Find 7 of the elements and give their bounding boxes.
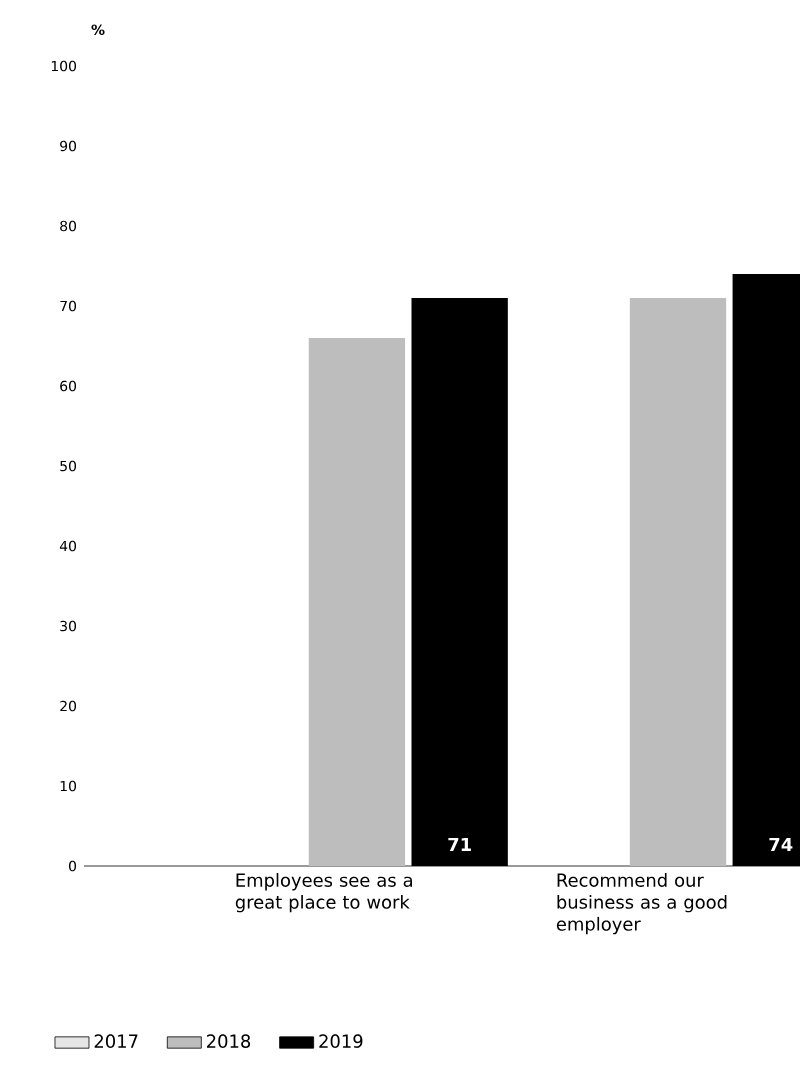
x-tick-label: Employees see as a great place to work [235, 873, 412, 913]
legend-label: 2018 [207, 1034, 251, 1048]
legend-label: 2019 [319, 1034, 363, 1048]
data-label: 71 [448, 837, 471, 851]
x-tick-label: Recommend our business as a good employer [556, 873, 727, 935]
legend-label: 2017 [94, 1034, 138, 1048]
data-label: 74 [769, 837, 793, 851]
